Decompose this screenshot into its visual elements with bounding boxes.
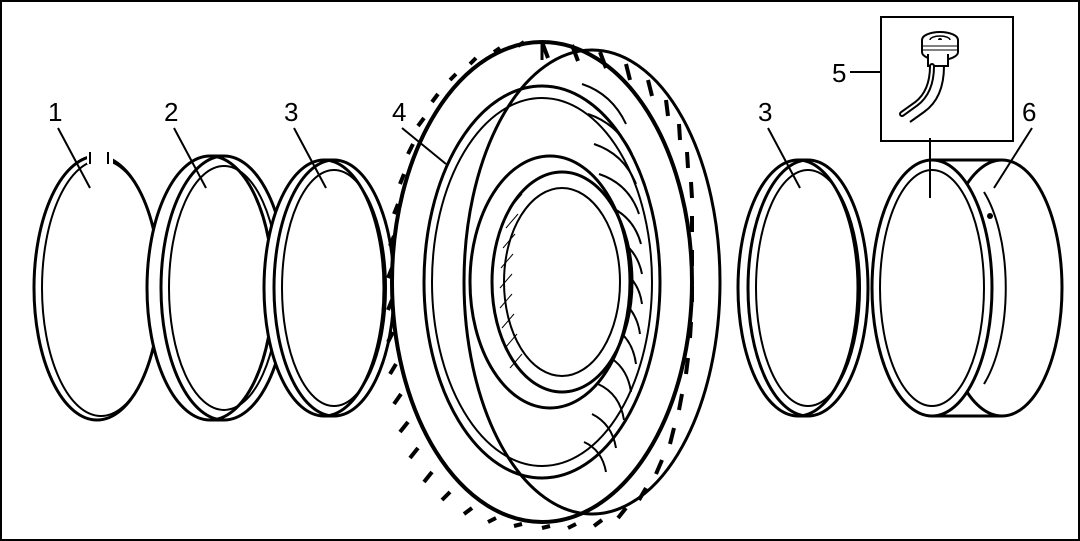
callout-4: 4 <box>392 97 406 128</box>
callout-3-right: 3 <box>758 97 772 128</box>
leader-3-right <box>762 124 812 204</box>
leader-3-left <box>288 124 338 204</box>
leader-5 <box>850 66 882 78</box>
leader-2 <box>168 124 218 204</box>
diagram-frame: OPEX <box>0 0 1080 541</box>
callout-1: 1 <box>48 97 62 128</box>
leader-6 <box>988 124 1038 204</box>
callout-5: 5 <box>832 58 846 89</box>
leader-1 <box>52 124 102 204</box>
callout-3-left: 3 <box>284 97 298 128</box>
callout-2: 2 <box>164 97 178 128</box>
leader-4 <box>396 124 456 174</box>
leader-5-to-rim <box>920 138 960 208</box>
part-4-tire <box>372 24 732 541</box>
part-6-rim <box>868 146 1068 446</box>
callout-6: 6 <box>1022 97 1036 128</box>
